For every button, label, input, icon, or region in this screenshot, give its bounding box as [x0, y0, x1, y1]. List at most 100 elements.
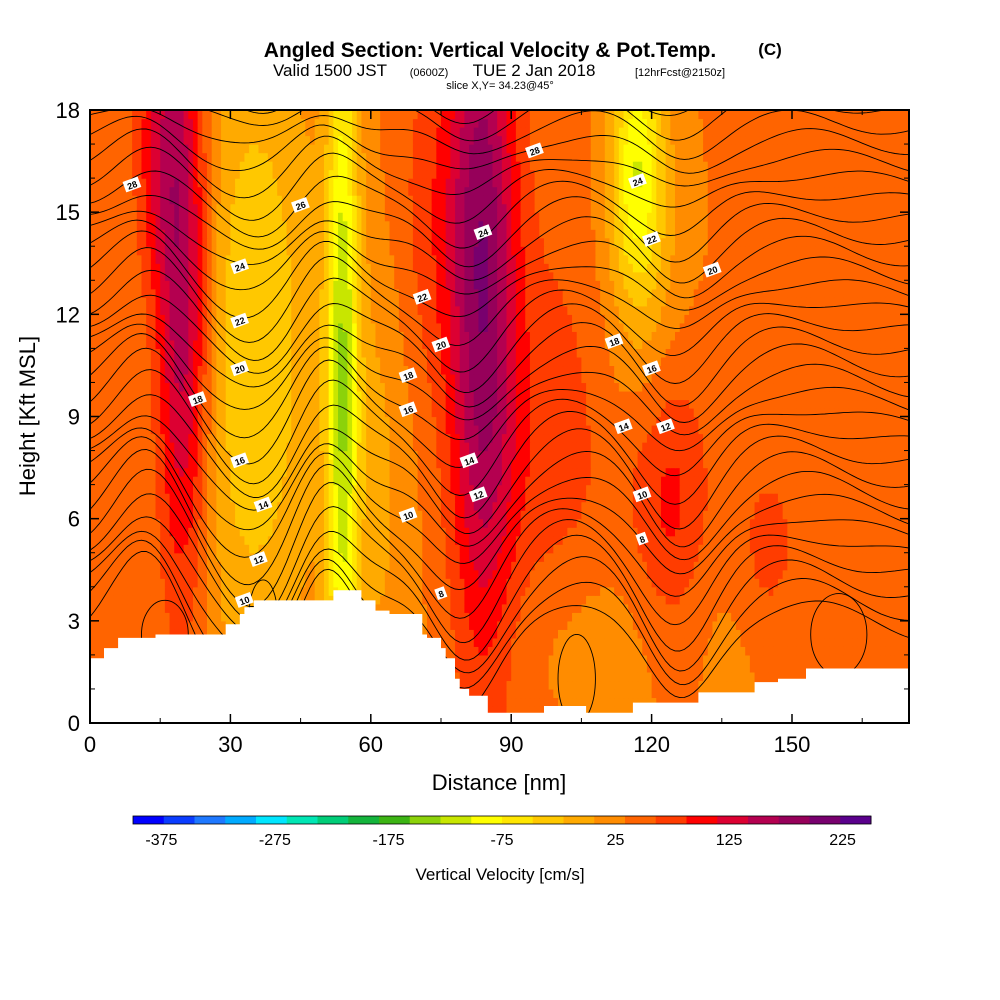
- velocity-cell: [773, 535, 779, 545]
- velocity-cell: [305, 527, 311, 537]
- velocity-cell: [651, 484, 657, 494]
- velocity-cell: [866, 510, 873, 520]
- velocity-cell: [703, 544, 709, 554]
- velocity-cell: [370, 595, 377, 605]
- velocity-cell: [876, 518, 882, 528]
- velocity-cell: [249, 535, 255, 545]
- velocity-cell: [604, 646, 611, 656]
- velocity-cell: [455, 629, 461, 639]
- velocity-cell: [885, 629, 891, 639]
- velocity-cell: [178, 612, 185, 622]
- velocity-cell: [820, 484, 826, 494]
- velocity-cell: [553, 578, 559, 588]
- velocity-cell: [244, 578, 250, 588]
- velocity-cell: [370, 527, 377, 537]
- velocity-cell: [876, 484, 882, 494]
- velocity-cell: [408, 586, 414, 596]
- velocity-cell: [469, 654, 475, 664]
- velocity-cell: [600, 561, 606, 571]
- velocity-cell: [352, 493, 358, 503]
- velocity-cell: [221, 603, 227, 613]
- velocity-cell: [347, 484, 353, 494]
- velocity-cell: [773, 612, 779, 622]
- velocity-cell: [787, 671, 793, 682]
- velocity-cell: [632, 663, 639, 673]
- velocity-cell: [787, 518, 793, 528]
- velocity-cell: [628, 484, 634, 494]
- velocity-cell: [684, 552, 690, 562]
- velocity-cell: [572, 595, 578, 605]
- velocity-cell: [543, 629, 550, 639]
- velocity-cell: [469, 663, 475, 673]
- velocity-cell: [356, 544, 363, 554]
- velocity-cell: [122, 510, 129, 520]
- velocity-cell: [787, 493, 793, 503]
- velocity-cell: [576, 663, 582, 673]
- velocity-cell: [792, 484, 798, 494]
- velocity-cell: [572, 688, 578, 699]
- velocity-cell: [389, 544, 395, 554]
- velocity-cell: [862, 493, 868, 503]
- velocity-cell: [492, 578, 498, 588]
- velocity-cell: [300, 595, 306, 605]
- velocity-cell: [515, 697, 522, 707]
- velocity-cell: [529, 527, 536, 537]
- velocity-cell: [543, 663, 550, 673]
- velocity-cell: [127, 518, 133, 528]
- velocity-cell: [768, 527, 774, 537]
- velocity-cell: [843, 595, 849, 605]
- velocity-cell: [670, 552, 676, 562]
- velocity-cell: [553, 501, 559, 511]
- velocity-cell: [183, 501, 189, 511]
- velocity-cell: [352, 527, 358, 537]
- velocity-cell: [894, 663, 901, 673]
- velocity-cell: [164, 510, 171, 520]
- velocity-cell: [801, 561, 807, 571]
- velocity-cell: [197, 578, 203, 588]
- velocity-cell: [487, 493, 494, 503]
- velocity-cell: [684, 527, 690, 537]
- velocity-cell: [132, 501, 138, 511]
- velocity-cell: [707, 603, 714, 613]
- velocity-cell: [576, 561, 582, 571]
- velocity-cell: [291, 569, 297, 579]
- velocity-cell: [431, 629, 437, 639]
- velocity-cell: [398, 501, 405, 511]
- velocity-cell: [754, 612, 760, 622]
- velocity-cell: [880, 535, 887, 545]
- velocity-cell: [235, 518, 241, 528]
- velocity-cell: [450, 510, 456, 520]
- velocity-cell: [656, 637, 662, 647]
- velocity-cell: [707, 527, 714, 537]
- velocity-cell: [567, 569, 573, 579]
- velocity-cell: [155, 569, 161, 579]
- velocity-cell: [497, 697, 503, 707]
- velocity-cell: [487, 603, 494, 613]
- velocity-cell: [487, 510, 494, 520]
- velocity-cell: [216, 612, 222, 622]
- velocity-cell: [394, 561, 400, 571]
- velocity-cell: [473, 578, 480, 588]
- velocity-cell: [801, 620, 807, 630]
- velocity-cell: [104, 595, 110, 605]
- velocity-cell: [698, 552, 704, 562]
- velocity-cell: [492, 527, 498, 537]
- velocity-cell: [707, 629, 714, 639]
- velocity-cell: [712, 646, 718, 656]
- velocity-cell: [632, 629, 639, 639]
- velocity-cell: [689, 595, 695, 605]
- velocity-cell: [211, 510, 217, 520]
- velocity-cell: [328, 595, 334, 605]
- velocity-cell: [777, 586, 784, 596]
- velocity-cell: [726, 535, 732, 545]
- velocity-cell: [352, 578, 358, 588]
- velocity-cell: [632, 637, 639, 647]
- velocity-cell: [529, 629, 536, 639]
- velocity-cell: [792, 654, 798, 664]
- velocity-cell: [562, 654, 568, 664]
- velocity-cell: [735, 527, 742, 537]
- velocity-cell: [356, 518, 363, 528]
- velocity-cell: [136, 578, 143, 588]
- velocity-cell: [670, 501, 676, 511]
- velocity-cell: [614, 493, 620, 503]
